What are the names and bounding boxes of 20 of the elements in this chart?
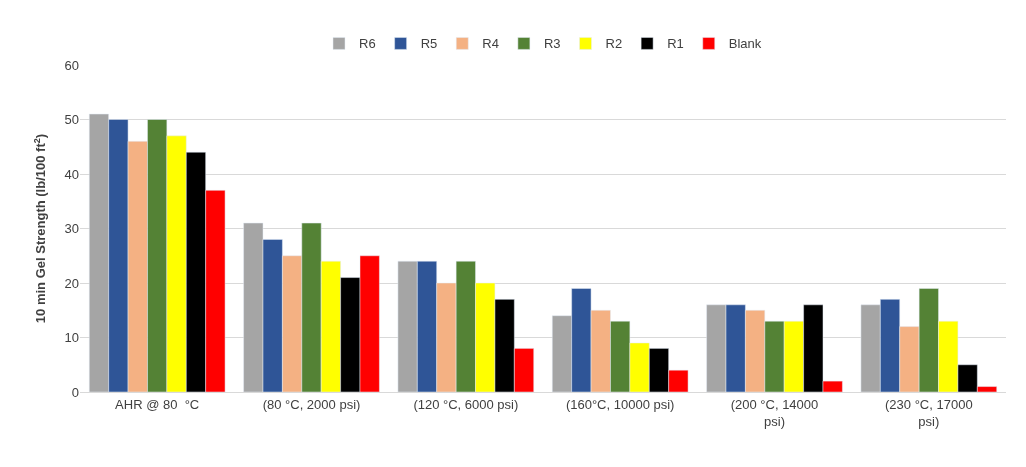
legend-label: R6 <box>359 36 376 52</box>
legend-label: R4 <box>482 36 499 52</box>
legend-label: R3 <box>543 36 561 52</box>
legend-label: Blank <box>728 36 762 52</box>
y-tick-label: 30 <box>64 221 79 237</box>
x-tick-label: AHR @ 80 °C <box>115 396 200 412</box>
legend-label: R5 <box>420 36 438 52</box>
x-tick-label: (80 °C, 2000 psi) <box>262 396 361 412</box>
y-tick-label: 20 <box>64 275 79 291</box>
x-tick-label: (160°C, 10000 psi) <box>565 396 675 412</box>
x-tick-label: (120 °C, 6000 psi) <box>413 396 519 412</box>
legend-label: R2 <box>605 36 623 52</box>
x-tick-label: (230 °C, 17000 psi) <box>885 396 973 429</box>
y-tick-label: 40 <box>64 166 79 182</box>
y-tick-label: 50 <box>64 112 79 128</box>
y-tick-label: 0 <box>71 384 79 400</box>
legend-label: R1 <box>667 36 684 52</box>
x-tick-label: (200 °C, 14000 psi) <box>730 396 819 429</box>
y-tick-label: 60 <box>64 57 79 73</box>
y-tick-label: 10 <box>64 330 79 346</box>
